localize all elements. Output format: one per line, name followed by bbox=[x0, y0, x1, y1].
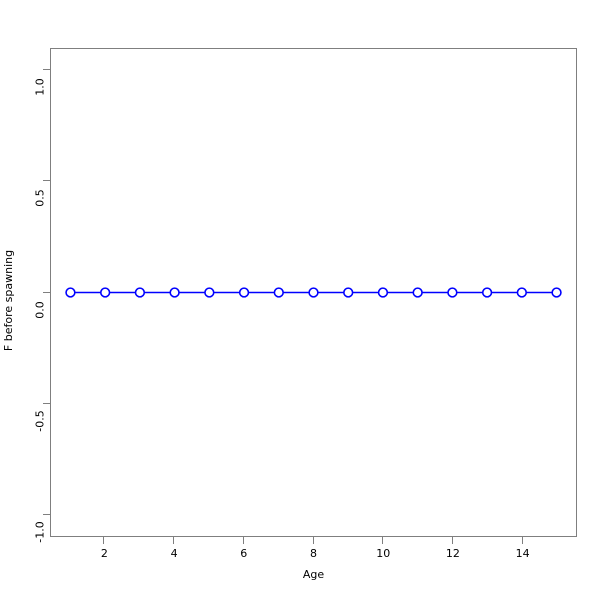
x-tick-label: 4 bbox=[170, 547, 178, 560]
x-tick-mark bbox=[103, 537, 105, 544]
x-tick-mark bbox=[242, 537, 244, 544]
y-tick-mark bbox=[43, 402, 50, 404]
data-point-marker bbox=[551, 287, 562, 298]
x-axis-label-text: Age bbox=[302, 568, 325, 581]
plot-area bbox=[51, 49, 576, 536]
data-point-marker bbox=[343, 287, 354, 298]
x-tick-mark bbox=[451, 537, 453, 544]
x-tick-label: 10 bbox=[376, 547, 391, 560]
data-point-marker bbox=[238, 287, 250, 298]
data-point-marker bbox=[377, 287, 389, 298]
plot-panel bbox=[50, 48, 577, 537]
x-tick-label: 14 bbox=[515, 547, 530, 560]
y-tick-mark bbox=[43, 69, 50, 71]
x-tick-mark bbox=[312, 537, 314, 544]
y-axis-label-text: F before spawning bbox=[2, 249, 16, 351]
data-point-marker bbox=[447, 287, 458, 298]
y-axis-label: F before spawning bbox=[0, 0, 18, 600]
y-tick-label: -0.5 bbox=[33, 409, 47, 432]
data-point-marker bbox=[65, 287, 76, 298]
data-series-line bbox=[65, 287, 562, 298]
data-point-marker bbox=[99, 287, 111, 298]
x-tick-label: 2 bbox=[100, 547, 108, 560]
y-tick-mark bbox=[43, 291, 50, 293]
x-tick-label: 6 bbox=[240, 547, 248, 560]
data-point-marker bbox=[308, 287, 319, 298]
x-tick-label: 8 bbox=[310, 547, 317, 560]
data-point-marker bbox=[169, 287, 180, 298]
x-tick-mark bbox=[521, 537, 523, 544]
x-tick-label: 12 bbox=[445, 547, 460, 560]
x-axis-label: Age bbox=[50, 568, 577, 581]
x-tick-mark bbox=[382, 537, 384, 544]
y-tick-mark bbox=[43, 513, 50, 515]
data-point-marker bbox=[516, 287, 528, 298]
y-tick-label: 0.5 bbox=[33, 189, 47, 208]
y-tick-label: 0.0 bbox=[33, 300, 47, 319]
y-tick-label: 1.0 bbox=[33, 78, 47, 96]
y-tick-label: -1.0 bbox=[33, 521, 47, 543]
data-point-marker bbox=[273, 287, 284, 298]
x-tick-mark bbox=[173, 537, 175, 544]
data-point-marker bbox=[412, 287, 423, 298]
y-tick-mark bbox=[43, 180, 50, 182]
data-point-marker bbox=[134, 287, 146, 298]
data-point-marker bbox=[481, 287, 493, 298]
data-point-marker bbox=[204, 287, 215, 298]
